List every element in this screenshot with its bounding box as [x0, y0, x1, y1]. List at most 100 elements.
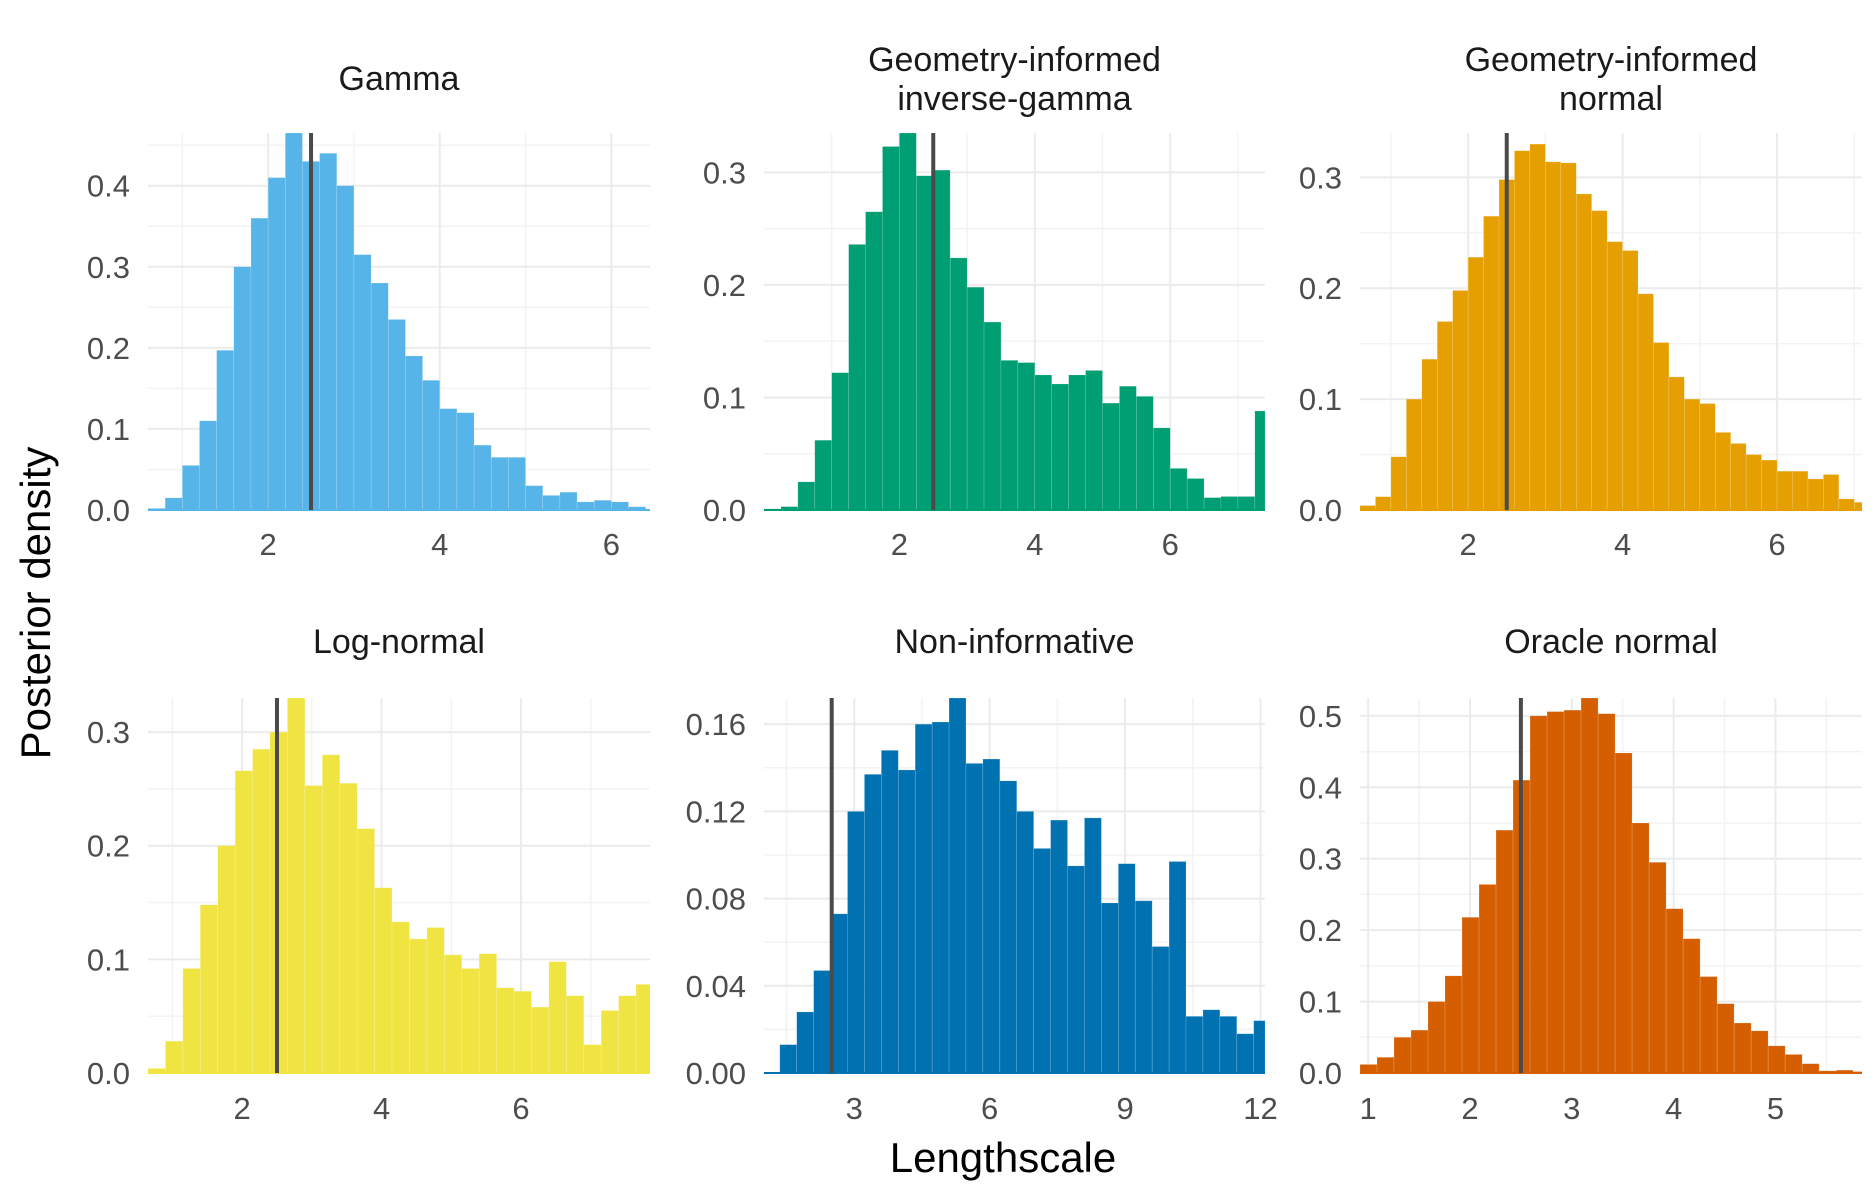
histogram-bar: [1390, 456, 1407, 511]
y-tick-label: 0.2: [87, 829, 130, 864]
histogram-bar: [405, 355, 423, 511]
histogram-bar: [982, 758, 1001, 1074]
histogram-bar: [796, 1011, 814, 1074]
histogram-bar: [370, 282, 389, 511]
histogram-bar: [164, 497, 183, 511]
histogram-bar: [319, 152, 338, 511]
histogram-bar: [1051, 383, 1069, 511]
histogram-bar: [1461, 916, 1480, 1074]
histogram-bar: [1853, 501, 1863, 511]
histogram-bar: [1653, 342, 1670, 511]
histogram-bar: [566, 995, 585, 1074]
histogram-bar: [1185, 1016, 1204, 1074]
y-tick-label: 0.4: [1299, 770, 1342, 805]
y-axis-title: Posterior density: [12, 447, 59, 760]
histogram-bar: [1767, 1045, 1786, 1074]
facet-panel: 0.0 0.1 0.2 0.3 0.4 2 4 6 Gamma: [87, 60, 650, 562]
histogram-bar: [779, 1044, 798, 1074]
histogram-bar: [1716, 1003, 1735, 1074]
histogram-bar: [490, 457, 509, 511]
histogram-bar: [1514, 150, 1531, 511]
histogram-bar: [1563, 709, 1582, 1074]
histogram-bar: [1202, 1009, 1221, 1074]
histogram-bar: [635, 984, 651, 1074]
histogram-bar: [387, 319, 406, 511]
x-tick-label: 4: [1614, 527, 1631, 562]
y-tick-label: 0.0: [87, 493, 130, 528]
histogram-bar: [983, 321, 1002, 511]
histogram-bar: [1068, 374, 1086, 511]
histogram-bar: [1119, 385, 1137, 511]
histogram-bar: [426, 927, 445, 1074]
histogram-bar: [1085, 370, 1103, 511]
y-tick-label: 0.2: [87, 331, 130, 366]
y-tick-label: 0.3: [1299, 160, 1342, 195]
x-tick-label: 2: [260, 527, 277, 562]
histogram-bar: [1761, 459, 1778, 511]
histogram-bar: [1050, 819, 1068, 1074]
y-tick-label: 0.1: [87, 412, 130, 447]
histogram-bar: [374, 887, 393, 1074]
histogram-bar: [881, 750, 899, 1074]
histogram-bar: [1134, 900, 1153, 1074]
histogram-bar: [322, 754, 341, 1074]
histogram-bar: [1084, 817, 1102, 1074]
y-tick-label: 0.0: [1299, 493, 1342, 528]
histogram-bar: [813, 970, 831, 1074]
y-tick-label: 0.16: [686, 707, 746, 742]
histogram-bar: [336, 185, 355, 511]
histogram-bar: [1733, 1022, 1752, 1074]
histogram-bar: [199, 904, 219, 1074]
histogram-bar: [1606, 241, 1623, 511]
histogram-bar: [1033, 848, 1051, 1074]
panel-title: Non-informative: [895, 623, 1135, 661]
histogram-bar: [1597, 713, 1616, 1074]
histogram-bar: [1253, 1020, 1266, 1074]
panel-title: Geometry-informed: [1465, 41, 1758, 79]
x-tick-label: 4: [373, 1091, 390, 1126]
histogram-bar: [284, 132, 303, 511]
histogram-bar: [1546, 711, 1565, 1074]
histogram-bar: [1168, 861, 1187, 1074]
x-tick-label: 2: [234, 1091, 251, 1126]
histogram-bar: [1575, 193, 1592, 511]
x-tick-label: 3: [846, 1091, 863, 1126]
histogram-bar: [847, 811, 865, 1074]
x-axis-title: Lengthscale: [890, 1134, 1117, 1181]
y-tick-label: 0.2: [1299, 913, 1342, 948]
histogram-bar: [531, 1006, 550, 1074]
y-tick-label: 0.1: [87, 942, 130, 977]
histogram-bar: [461, 968, 480, 1074]
x-tick-label: 12: [1243, 1091, 1277, 1126]
histogram-bar: [593, 499, 612, 511]
x-tick-label: 4: [431, 527, 448, 562]
histogram-bar: [1495, 829, 1514, 1074]
histogram-bar: [1067, 865, 1085, 1074]
y-tick-label: 0.2: [1299, 271, 1342, 306]
histogram-bar: [1436, 321, 1453, 511]
histogram-bar: [339, 782, 358, 1074]
y-tick-label: 0.3: [87, 715, 130, 750]
histogram-bar: [916, 175, 934, 511]
histogram-bar: [831, 372, 849, 511]
histogram-bar: [1560, 162, 1577, 511]
histogram-bar: [1034, 374, 1053, 511]
histogram-bar: [1668, 376, 1685, 511]
histogram-bar: [287, 697, 306, 1074]
x-tick-label: 1: [1360, 1091, 1377, 1126]
histogram-bar: [391, 921, 410, 1074]
histogram-bar: [882, 146, 900, 511]
histogram-bar: [182, 968, 201, 1074]
histogram-bar: [182, 465, 200, 511]
facet-panels: 0.0 0.1 0.2 0.3 0.4 2 4 6 Gamma 0.0 0.1 0.2 0.3 2 4 6 Ge…: [87, 41, 1863, 1126]
histogram-bar: [814, 439, 833, 511]
histogram-bar: [1359, 1064, 1378, 1074]
y-tick-label: 0.3: [87, 250, 130, 285]
panel-title: inverse-gamma: [897, 80, 1131, 118]
histogram-bar: [1745, 454, 1762, 511]
histogram-bar: [1750, 1030, 1769, 1074]
histogram-bar: [618, 995, 637, 1074]
histogram-bar: [932, 169, 951, 511]
histogram-bar: [914, 723, 933, 1074]
histogram-bar: [1467, 256, 1484, 511]
